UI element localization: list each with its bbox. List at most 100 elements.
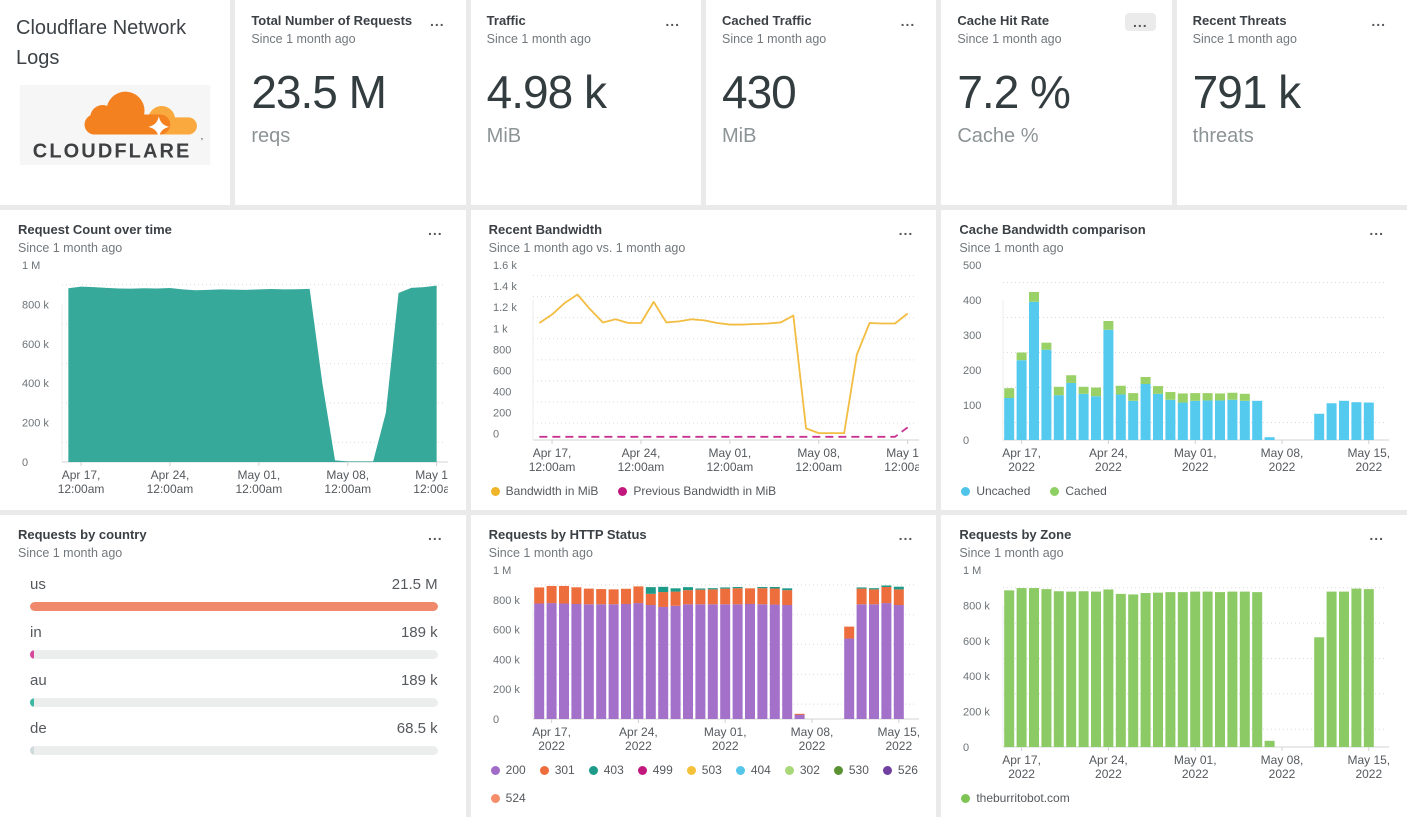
svg-text:2022: 2022 [625, 739, 652, 753]
svg-text:Apr 24,: Apr 24, [619, 725, 658, 739]
legend-dot-icon [618, 486, 628, 496]
request-count-chart: 1 M 800 k 600 k 400 k 200 k 0 Apr 17, 12:00am Ap… [18, 255, 460, 502]
svg-text:12:00am: 12:00am [413, 482, 448, 496]
svg-text:400: 400 [963, 295, 981, 307]
panel-recent-bandwidth: Recent Bandwidth Since 1 month ago vs. 1… [470, 210, 937, 510]
svg-text:May 01,: May 01, [704, 725, 747, 739]
card-menu-button[interactable]: ... [425, 13, 450, 29]
panel-requests-by-country: Requests by country Since 1 month ago ..… [0, 515, 466, 817]
svg-text:2022: 2022 [1009, 767, 1036, 781]
stat-card-cache-hit-rate: Cache Hit Rate Since 1 month ago ... 7.2… [941, 0, 1172, 205]
svg-text:12:00am: 12:00am [528, 460, 575, 474]
legend-label: 301 [554, 763, 575, 777]
svg-text:600 k: 600 k [963, 636, 990, 648]
legend-dot-icon [961, 793, 971, 803]
svg-text:12:00am: 12:00am [706, 460, 753, 474]
svg-text:’: ’ [201, 137, 203, 148]
legend-label: 499 [652, 763, 673, 777]
svg-text:800 k: 800 k [22, 300, 49, 312]
country-label: au [30, 672, 47, 690]
legend-item[interactable]: 200 [490, 763, 526, 777]
svg-text:2022: 2022 [1009, 460, 1036, 474]
stat-card-cached-traffic: Cached Traffic Since 1 month ago ... 430… [705, 0, 937, 205]
legend-dot-icon [490, 793, 500, 803]
legend-item[interactable]: Previous Bandwidth in MiB [618, 484, 776, 498]
country-bar-track [30, 602, 438, 612]
card-menu-button[interactable]: ... [423, 222, 448, 238]
stat-unit: Cache % [957, 124, 1039, 147]
card-menu-button[interactable]: ... [894, 527, 919, 543]
svg-text:May 01,: May 01, [708, 446, 751, 460]
legend-item[interactable]: 302 [784, 763, 820, 777]
legend-item[interactable]: Uncached [961, 484, 1030, 498]
cache-bandwidth-legend: Uncached Cached [959, 480, 1389, 502]
legend-item[interactable]: 503 [686, 763, 722, 777]
svg-text:0: 0 [22, 457, 28, 469]
stat-value: 4.98 k [486, 66, 607, 119]
card-subtitle: Since 1 month ago [1192, 32, 1297, 47]
svg-text:May 08,: May 08, [326, 468, 369, 482]
svg-text:May 15,: May 15, [1348, 446, 1390, 460]
legend-item[interactable]: Cached [1050, 484, 1107, 498]
card-title: Total Number of Requests [251, 13, 413, 28]
svg-text:2022: 2022 [712, 739, 739, 753]
card-menu-button[interactable]: ... [896, 13, 921, 29]
legend-label: 404 [750, 763, 771, 777]
country-value: 68.5 k [396, 720, 438, 738]
card-menu-button[interactable]: ... [423, 527, 448, 543]
svg-text:12:00am: 12:00am [324, 482, 371, 496]
svg-text:200: 200 [963, 365, 981, 377]
svg-text:500: 500 [963, 260, 981, 272]
legend-item[interactable]: 524 [490, 791, 526, 805]
legend-label: theburritobot.com [976, 791, 1070, 805]
card-menu-button[interactable]: ... [1366, 13, 1391, 29]
legend-item[interactable]: 301 [539, 763, 575, 777]
svg-text:400 k: 400 k [22, 378, 49, 390]
svg-text:600: 600 [493, 366, 511, 378]
legend-item[interactable]: 530 [833, 763, 869, 777]
svg-text:Apr 17,: Apr 17, [532, 446, 571, 460]
panel-title: Requests by Zone [959, 527, 1072, 542]
ellipsis-icon: ... [1132, 14, 1148, 30]
svg-text:400 k: 400 k [963, 671, 990, 683]
legend-dot-icon [686, 765, 696, 775]
panel-subtitle: Since 1 month ago [488, 546, 593, 561]
panel-request-count: Request Count over time Since 1 month ag… [0, 210, 466, 510]
card-menu-button[interactable]: ... [660, 13, 685, 29]
card-menu-button[interactable]: ... [894, 222, 919, 238]
legend-item[interactable]: 526 [882, 763, 918, 777]
svg-text:May 15,: May 15, [1348, 753, 1390, 767]
svg-text:200 k: 200 k [493, 684, 520, 696]
cloudflare-wordmark: CLOUDFLARE [33, 140, 192, 162]
svg-text:800 k: 800 k [963, 601, 990, 613]
card-menu-button[interactable]: ... [1364, 222, 1389, 238]
svg-text:1.2 k: 1.2 k [493, 302, 517, 314]
svg-text:May 08,: May 08, [1261, 753, 1304, 767]
card-menu-button[interactable]: ... [1124, 13, 1156, 31]
http-status-legend: 200 301 403 499 503 404 302 530 526 524 [489, 759, 919, 809]
svg-text:Apr 24,: Apr 24, [1089, 753, 1128, 767]
header-card: Cloudflare Network Logs CLOUDFLARE ’ [0, 0, 231, 205]
svg-text:0: 0 [493, 429, 499, 441]
card-menu-button[interactable]: ... [1364, 527, 1389, 543]
legend-item[interactable]: Bandwidth in MiB [490, 484, 598, 498]
country-value: 189 k [400, 672, 438, 690]
country-bar-fill [30, 650, 35, 660]
stat-unit: threats [1192, 124, 1254, 147]
legend-item[interactable]: 403 [588, 763, 624, 777]
legend-item[interactable]: 499 [637, 763, 673, 777]
stat-unit: MiB [721, 124, 757, 147]
legend-dot-icon [882, 765, 892, 775]
country-list: us 21.5 M in 189 k au 189 k [18, 576, 448, 756]
legend-item[interactable]: theburritobot.com [961, 791, 1070, 805]
card-subtitle: Since 1 month ago [721, 32, 827, 47]
svg-text:Apr 17,: Apr 17, [1003, 446, 1042, 460]
panel-title: Requests by HTTP Status [488, 527, 647, 542]
svg-text:0: 0 [963, 742, 969, 754]
stat-unit: reqs [251, 124, 291, 147]
svg-text:800 k: 800 k [493, 595, 520, 607]
svg-text:2022: 2022 [1095, 767, 1122, 781]
svg-text:Apr 24,: Apr 24, [621, 446, 660, 460]
legend-item[interactable]: 404 [735, 763, 771, 777]
svg-text:12:00am: 12:00am [147, 482, 194, 496]
